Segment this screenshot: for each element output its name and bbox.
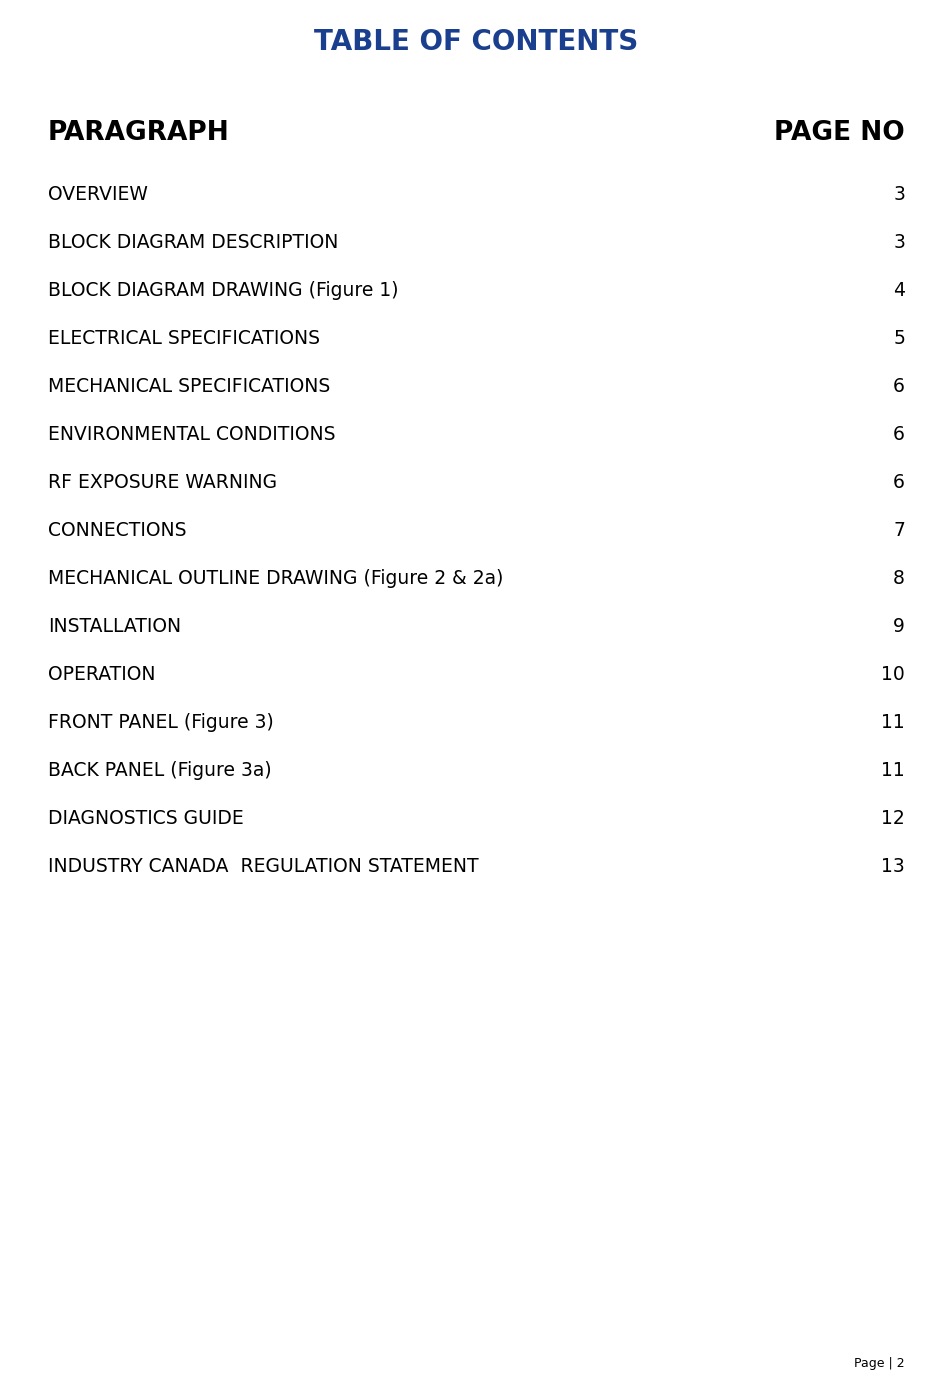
Text: OVERVIEW: OVERVIEW xyxy=(48,185,148,204)
Text: 7: 7 xyxy=(892,521,904,540)
Text: TABLE OF CONTENTS: TABLE OF CONTENTS xyxy=(314,28,638,56)
Text: ENVIRONMENTAL CONDITIONS: ENVIRONMENTAL CONDITIONS xyxy=(48,426,335,444)
Text: MECHANICAL SPECIFICATIONS: MECHANICAL SPECIFICATIONS xyxy=(48,377,330,396)
Text: 12: 12 xyxy=(881,809,904,827)
Text: PAGE NO: PAGE NO xyxy=(773,120,904,146)
Text: MECHANICAL OUTLINE DRAWING (Figure 2 & 2a): MECHANICAL OUTLINE DRAWING (Figure 2 & 2… xyxy=(48,568,503,588)
Text: 6: 6 xyxy=(892,377,904,396)
Text: 3: 3 xyxy=(892,232,904,252)
Text: 6: 6 xyxy=(892,473,904,491)
Text: 11: 11 xyxy=(881,762,904,780)
Text: 4: 4 xyxy=(892,281,904,300)
Text: 8: 8 xyxy=(892,568,904,588)
Text: PARAGRAPH: PARAGRAPH xyxy=(48,120,229,146)
Text: INDUSTRY CANADA  REGULATION STATEMENT: INDUSTRY CANADA REGULATION STATEMENT xyxy=(48,857,478,876)
Text: INSTALLATION: INSTALLATION xyxy=(48,617,181,636)
Text: 6: 6 xyxy=(892,426,904,444)
Text: BACK PANEL (Figure 3a): BACK PANEL (Figure 3a) xyxy=(48,762,271,780)
Text: Page | 2: Page | 2 xyxy=(854,1357,904,1371)
Text: FRONT PANEL (Figure 3): FRONT PANEL (Figure 3) xyxy=(48,713,273,732)
Text: 5: 5 xyxy=(892,329,904,349)
Text: DIAGNOSTICS GUIDE: DIAGNOSTICS GUIDE xyxy=(48,809,244,827)
Text: 3: 3 xyxy=(892,185,904,204)
Text: 13: 13 xyxy=(881,857,904,876)
Text: 10: 10 xyxy=(881,665,904,685)
Text: ELECTRICAL SPECIFICATIONS: ELECTRICAL SPECIFICATIONS xyxy=(48,329,320,349)
Text: BLOCK DIAGRAM DRAWING (Figure 1): BLOCK DIAGRAM DRAWING (Figure 1) xyxy=(48,281,398,300)
Text: OPERATION: OPERATION xyxy=(48,665,155,685)
Text: 11: 11 xyxy=(881,713,904,732)
Text: RF EXPOSURE WARNING: RF EXPOSURE WARNING xyxy=(48,473,277,491)
Text: 9: 9 xyxy=(892,617,904,636)
Text: CONNECTIONS: CONNECTIONS xyxy=(48,521,187,540)
Text: BLOCK DIAGRAM DESCRIPTION: BLOCK DIAGRAM DESCRIPTION xyxy=(48,232,338,252)
